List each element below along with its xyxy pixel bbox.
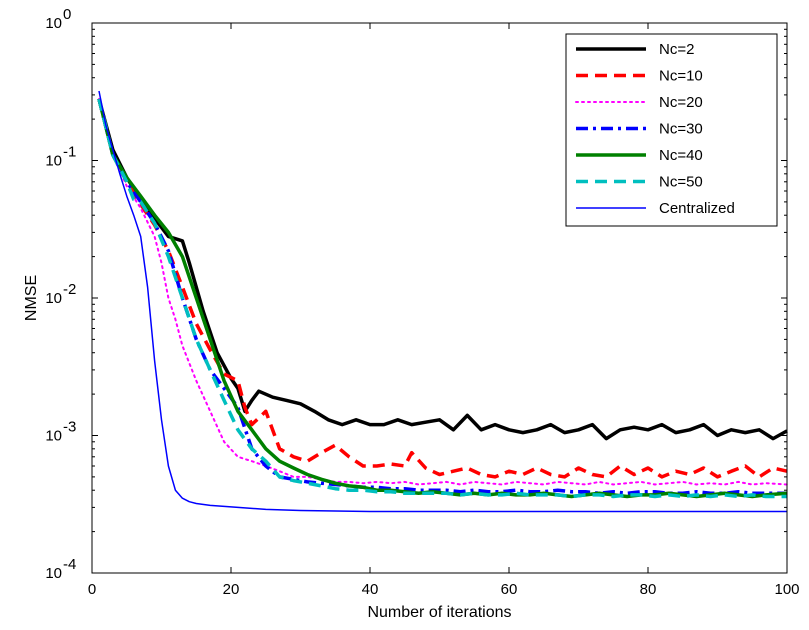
y-tick-label: 10 [45, 15, 62, 32]
plot-frame [91, 22, 788, 574]
x-tick-label: 0 [88, 581, 96, 598]
legend-label-nc-2: Nc=2 [659, 41, 694, 58]
y-tick-label: 10 [45, 428, 62, 445]
y-axis-label: NMSE [23, 275, 40, 321]
series-layer [97, 90, 788, 513]
legend-label-nc-40: Nc=40 [659, 147, 703, 164]
y-tick-label: 10 [45, 290, 62, 307]
x-tick-label: 20 [223, 581, 240, 598]
legend-label-nc-30: Nc=30 [659, 121, 703, 138]
series-line-nc-2 [97, 98, 788, 441]
y-tick-exponent: -4 [63, 556, 76, 573]
x-tick-label: 80 [640, 581, 657, 598]
legend-label-nc-50: Nc=50 [659, 174, 703, 191]
y-tick-exponent: 0 [63, 6, 71, 23]
legend-label-centralized: Centralized [659, 200, 735, 217]
series-line-nc-30 [97, 98, 787, 496]
y-tick-exponent: -3 [63, 419, 76, 436]
series-line-nc-40 [97, 98, 788, 499]
x-axis-label: Number of iterations [367, 604, 511, 621]
series-line-centralized [98, 90, 787, 513]
y-tick-exponent: -2 [63, 281, 76, 298]
y-tick-label: 10 [45, 565, 62, 582]
y-tick-exponent: -1 [63, 144, 76, 161]
legend-label-nc-20: Nc=20 [659, 94, 703, 111]
x-tick-label: 100 [774, 581, 799, 598]
x-tick-label: 60 [501, 581, 518, 598]
series-line-nc-50 [97, 98, 787, 499]
legend-items: Nc=2 Nc=10 Nc=20 Nc=30 Nc=40 Nc=50 Centralized [575, 41, 735, 217]
legend-label-nc-10: Nc=10 [659, 68, 703, 85]
series-line-nc-20 [98, 98, 788, 486]
x-tick-label: 40 [362, 581, 379, 598]
legend: Nc=2 Nc=10 Nc=20 Nc=30 Nc=40 Nc=50 Centralized [565, 33, 778, 227]
y-tick-label: 10 [45, 153, 62, 170]
